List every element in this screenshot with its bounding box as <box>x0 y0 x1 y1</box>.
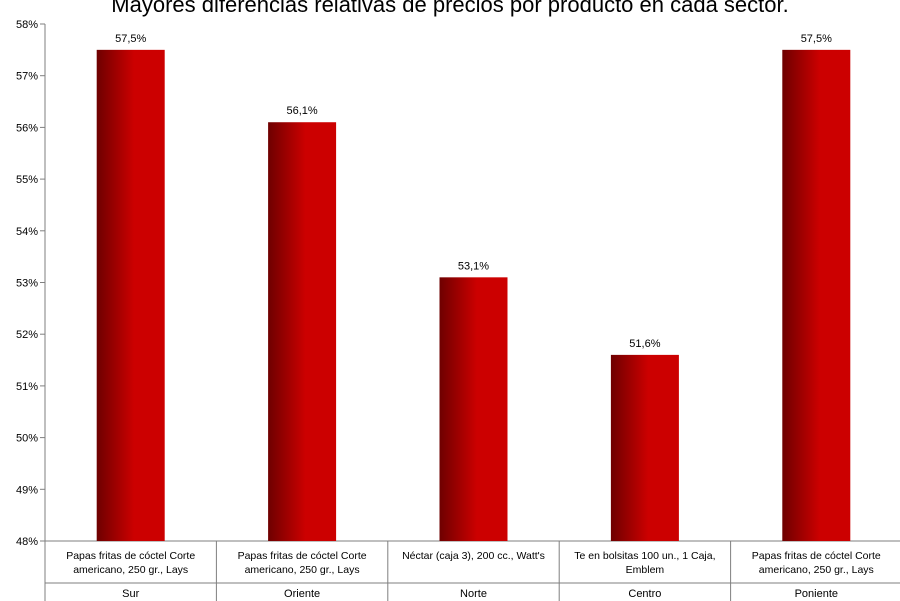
bar <box>610 354 679 541</box>
y-tick-label: 51% <box>16 381 38 393</box>
bar <box>782 49 851 541</box>
x-sector-label: Sur <box>122 588 139 600</box>
x-category-label: Papas fritas de cóctel Corte <box>238 550 367 562</box>
y-tick-label: 57% <box>16 71 38 83</box>
y-tick-label: 54% <box>16 226 38 238</box>
y-tick-label: 48% <box>16 536 38 548</box>
bar <box>439 277 508 541</box>
data-label: 51,6% <box>629 338 660 350</box>
x-category-label: americano, 250 gr., Lays <box>73 564 188 576</box>
x-sector-label: Poniente <box>795 588 838 600</box>
chart-title: Mayores diferencias relativas de precios… <box>111 0 789 17</box>
y-tick-label: 53% <box>16 278 38 290</box>
data-label: 53,1% <box>458 260 489 272</box>
x-category-label: Te en bolsitas 100 un., 1 Caja, <box>574 550 715 562</box>
x-category-label: americano, 250 gr., Lays <box>759 564 874 576</box>
bar <box>268 122 337 541</box>
data-label: 57,5% <box>115 33 146 45</box>
y-tick-label: 50% <box>16 433 38 445</box>
x-sector-label: Centro <box>628 588 661 600</box>
x-sector-label: Norte <box>460 588 487 600</box>
x-category-label: americano, 250 gr., Lays <box>245 564 360 576</box>
y-tick-label: 55% <box>16 174 38 186</box>
y-tick-label: 58% <box>16 19 38 31</box>
x-category-label: Papas fritas de cóctel Corte <box>66 550 195 562</box>
bar <box>96 49 165 541</box>
x-category-label: Emblem <box>626 564 665 576</box>
data-label: 56,1% <box>286 105 317 117</box>
x-category-label: Néctar (caja 3), 200 cc., Watt's <box>402 550 545 562</box>
data-label: 57,5% <box>801 33 832 45</box>
y-tick-label: 49% <box>16 484 38 496</box>
y-tick-label: 56% <box>16 122 38 134</box>
x-category-label: Papas fritas de cóctel Corte <box>752 550 881 562</box>
y-tick-label: 52% <box>16 329 38 341</box>
x-sector-label: Oriente <box>284 588 320 600</box>
